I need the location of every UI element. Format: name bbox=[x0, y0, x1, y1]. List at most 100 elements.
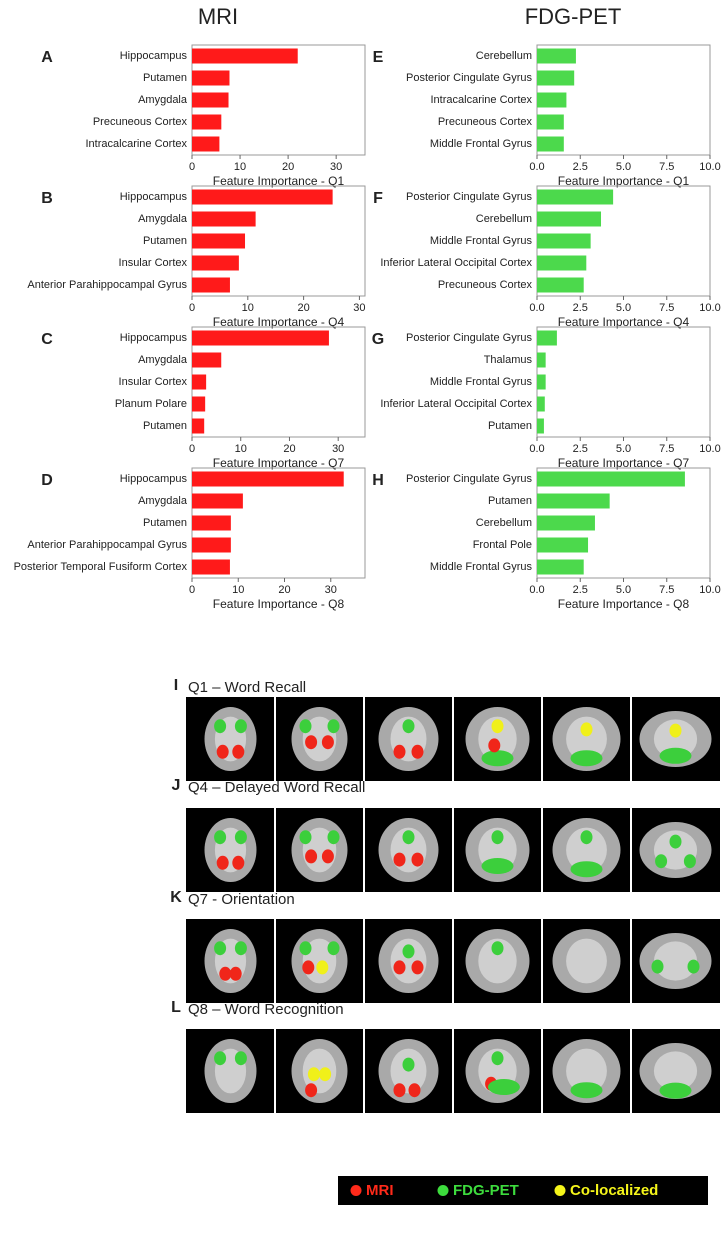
x-tick-label: 0.0 bbox=[529, 302, 544, 314]
region-blob bbox=[491, 1051, 504, 1066]
bar bbox=[192, 352, 222, 368]
bar bbox=[192, 48, 298, 64]
panel-letter: A bbox=[41, 49, 53, 66]
bar bbox=[192, 515, 231, 531]
x-tick-label: 2.5 bbox=[573, 302, 588, 314]
category-label: Putamen bbox=[143, 517, 187, 529]
x-tick-label: 0 bbox=[189, 302, 195, 314]
panel-letter: F bbox=[373, 190, 383, 207]
x-tick-label: 0.0 bbox=[529, 161, 544, 173]
region-blob bbox=[393, 1083, 406, 1098]
panel-letter: H bbox=[372, 472, 384, 489]
bar bbox=[192, 70, 230, 86]
bar bbox=[537, 352, 546, 368]
x-tick-label: 7.5 bbox=[659, 302, 674, 314]
x-tick-label: 7.5 bbox=[659, 584, 674, 596]
panel-letter: I bbox=[174, 677, 178, 694]
x-tick-label: 20 bbox=[297, 302, 309, 314]
legend-box bbox=[338, 1176, 708, 1205]
x-axis-label: Feature Importance - Q7 bbox=[558, 456, 690, 470]
bar bbox=[192, 537, 231, 553]
category-label: Cerebellum bbox=[476, 213, 532, 225]
bar bbox=[192, 255, 239, 271]
bar bbox=[192, 189, 333, 205]
panel-letter: G bbox=[372, 331, 384, 348]
category-label: Anterior Parahippocampal Gyrus bbox=[27, 539, 187, 551]
region-blob bbox=[299, 719, 312, 734]
category-label: Putamen bbox=[488, 420, 532, 432]
bar bbox=[537, 70, 575, 86]
region-blob bbox=[316, 960, 329, 975]
bar bbox=[537, 92, 567, 108]
category-label: Putamen bbox=[488, 495, 532, 507]
x-tick-label: 7.5 bbox=[659, 161, 674, 173]
category-label: Amygdala bbox=[138, 354, 188, 366]
x-tick-label: 10 bbox=[234, 161, 246, 173]
panel-letter: J bbox=[172, 777, 181, 794]
x-tick-label: 10.0 bbox=[699, 584, 720, 596]
bar bbox=[537, 48, 576, 64]
category-label: Precuneous Cortex bbox=[93, 116, 188, 128]
category-label: Middle Frontal Gyrus bbox=[430, 561, 533, 573]
region-blob bbox=[327, 719, 340, 734]
category-label: Cerebellum bbox=[476, 517, 532, 529]
x-tick-label: 0.0 bbox=[529, 584, 544, 596]
x-tick-label: 5.0 bbox=[616, 443, 631, 455]
brain-map-title: Q8 – Word Recognition bbox=[188, 1001, 344, 1018]
region-blob bbox=[669, 723, 682, 738]
category-label: Intracalcarine Cortex bbox=[86, 138, 188, 150]
region-blob bbox=[570, 750, 603, 767]
region-blob bbox=[214, 830, 227, 845]
category-label: Hippocampus bbox=[120, 191, 188, 203]
category-label: Planum Polare bbox=[115, 398, 187, 410]
category-label: Middle Frontal Gyrus bbox=[430, 376, 533, 388]
brain-slice-inner bbox=[566, 938, 607, 984]
x-tick-label: 10.0 bbox=[699, 161, 720, 173]
region-blob bbox=[402, 830, 415, 845]
region-blob bbox=[299, 941, 312, 956]
bar bbox=[537, 277, 584, 293]
category-label: Precuneous Cortex bbox=[438, 116, 533, 128]
x-tick-label: 10.0 bbox=[699, 443, 720, 455]
bar bbox=[537, 136, 564, 152]
bar bbox=[537, 374, 546, 390]
region-blob bbox=[491, 830, 504, 845]
x-tick-label: 2.5 bbox=[573, 584, 588, 596]
brain-map-title: Q7 - Orientation bbox=[188, 891, 295, 908]
bar bbox=[192, 92, 229, 108]
region-blob bbox=[216, 855, 229, 870]
region-blob bbox=[302, 960, 315, 975]
category-label: Hippocampus bbox=[120, 332, 188, 344]
brain-slice-inner bbox=[653, 719, 698, 759]
category-label: Cerebellum bbox=[476, 50, 532, 62]
bar bbox=[192, 277, 230, 293]
bar bbox=[537, 189, 614, 205]
region-blob bbox=[393, 852, 406, 867]
x-tick-label: 2.5 bbox=[573, 443, 588, 455]
x-tick-label: 30 bbox=[325, 584, 337, 596]
category-label: Putamen bbox=[143, 235, 187, 247]
region-blob bbox=[659, 1082, 692, 1099]
panel-letter: C bbox=[41, 331, 53, 348]
region-blob bbox=[321, 735, 334, 750]
region-blob bbox=[232, 855, 245, 870]
region-blob bbox=[491, 719, 504, 734]
bar bbox=[537, 233, 591, 249]
bar bbox=[537, 493, 610, 509]
category-label: Anterior Parahippocampal Gyrus bbox=[27, 279, 187, 291]
x-tick-label: 30 bbox=[353, 302, 365, 314]
category-label: Insular Cortex bbox=[119, 376, 188, 388]
category-label: Posterior Cingulate Gyrus bbox=[406, 332, 532, 344]
region-blob bbox=[570, 1082, 603, 1099]
bar bbox=[537, 396, 545, 412]
x-tick-label: 0 bbox=[189, 584, 195, 596]
legend-marker bbox=[554, 1185, 566, 1196]
bar bbox=[192, 374, 207, 390]
panel-letter: D bbox=[41, 472, 53, 489]
legend-marker bbox=[350, 1185, 362, 1196]
bar bbox=[192, 396, 206, 412]
panel-letter: B bbox=[41, 190, 53, 207]
category-label: Hippocampus bbox=[120, 50, 188, 62]
region-blob bbox=[402, 944, 415, 959]
